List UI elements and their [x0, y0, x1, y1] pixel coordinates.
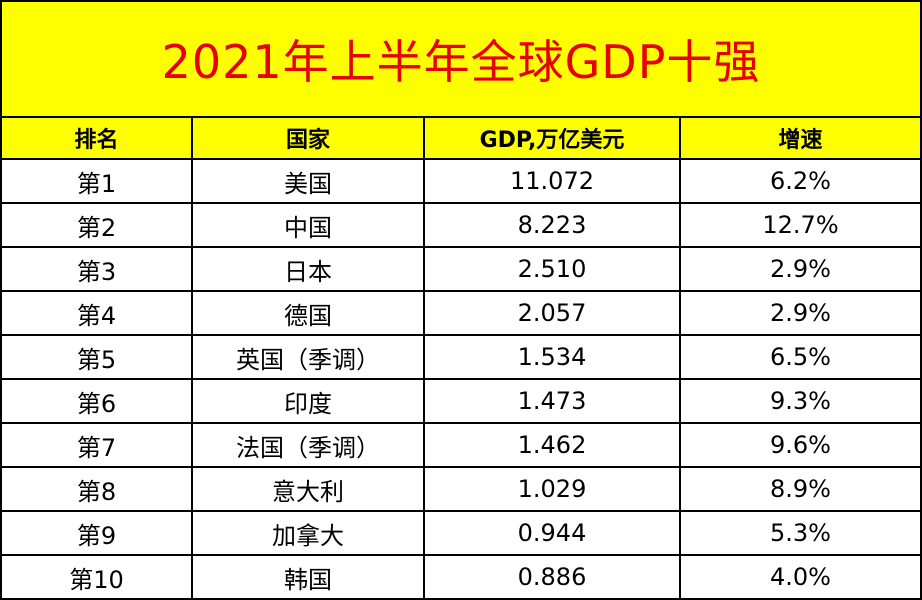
growth-cell: 6.2%: [680, 159, 920, 204]
table-row: 第10 韩国 0.886 4.0%: [2, 555, 920, 598]
gdp-cell: 1.534: [424, 335, 681, 380]
gdp-cell: 2.057: [424, 291, 681, 336]
rank-cell: 第4: [2, 291, 193, 336]
rank-cell: 第7: [2, 423, 193, 468]
gdp-cell: 0.944: [424, 511, 681, 556]
growth-cell: 12.7%: [680, 203, 920, 248]
table-row: 第4 德国 2.057 2.9%: [2, 291, 920, 336]
table-row: 第2 中国 8.223 12.7%: [2, 203, 920, 248]
country-cell: 英国（季调）: [192, 335, 425, 380]
table-header: 排名 国家 GDP,万亿美元 增速: [2, 118, 920, 160]
growth-cell: 2.9%: [680, 291, 920, 336]
rank-cell: 第9: [2, 511, 193, 556]
table-row: 第5 英国（季调） 1.534 6.5%: [2, 335, 920, 380]
table-title: 2021年上半年全球GDP十强: [2, 2, 920, 118]
header-country: 国家: [192, 118, 425, 160]
growth-cell: 9.6%: [680, 423, 920, 468]
country-cell: 加拿大: [192, 511, 425, 556]
table-row: 第3 日本 2.510 2.9%: [2, 247, 920, 292]
table-row: 第6 印度 1.473 9.3%: [2, 379, 920, 424]
country-cell: 德国: [192, 291, 425, 336]
gdp-cell: 1.029: [424, 467, 681, 512]
gdp-cell: 8.223: [424, 203, 681, 248]
header-gdp: GDP,万亿美元: [424, 118, 681, 160]
table-body: 第1 美国 11.072 6.2% 第2 中国 8.223 12.7% 第3 日本 2.510 2.9…: [2, 159, 920, 598]
country-cell: 印度: [192, 379, 425, 424]
gdp-cell: 1.462: [424, 423, 681, 468]
gdp-cell: 11.072: [424, 159, 681, 204]
table-row: 第7 法国（季调） 1.462 9.6%: [2, 423, 920, 468]
country-cell: 意大利: [192, 467, 425, 512]
country-cell: 美国: [192, 159, 425, 204]
gdp-ranking-table: 排名 国家 GDP,万亿美元 增速 第1 美国 11.072 6.2% 第2 中国 8.22…: [2, 118, 920, 598]
growth-cell: 6.5%: [680, 335, 920, 380]
growth-cell: 9.3%: [680, 379, 920, 424]
country-cell: 中国: [192, 203, 425, 248]
gdp-cell: 1.473: [424, 379, 681, 424]
rank-cell: 第6: [2, 379, 193, 424]
rank-cell: 第8: [2, 467, 193, 512]
header-growth: 增速: [680, 118, 920, 160]
rank-cell: 第10: [2, 555, 193, 598]
growth-cell: 4.0%: [680, 555, 920, 598]
country-cell: 法国（季调）: [192, 423, 425, 468]
gdp-cell: 0.886: [424, 555, 681, 598]
growth-cell: 5.3%: [680, 511, 920, 556]
rank-cell: 第2: [2, 203, 193, 248]
rank-cell: 第3: [2, 247, 193, 292]
header-rank: 排名: [2, 118, 193, 160]
table-row: 第8 意大利 1.029 8.9%: [2, 467, 920, 512]
gdp-cell: 2.510: [424, 247, 681, 292]
country-cell: 韩国: [192, 555, 425, 598]
growth-cell: 8.9%: [680, 467, 920, 512]
table-row: 第9 加拿大 0.944 5.3%: [2, 511, 920, 556]
rank-cell: 第5: [2, 335, 193, 380]
rank-cell: 第1: [2, 159, 193, 204]
header-row: 排名 国家 GDP,万亿美元 增速: [2, 118, 920, 160]
country-cell: 日本: [192, 247, 425, 292]
growth-cell: 2.9%: [680, 247, 920, 292]
table-row: 第1 美国 11.072 6.2%: [2, 159, 920, 204]
